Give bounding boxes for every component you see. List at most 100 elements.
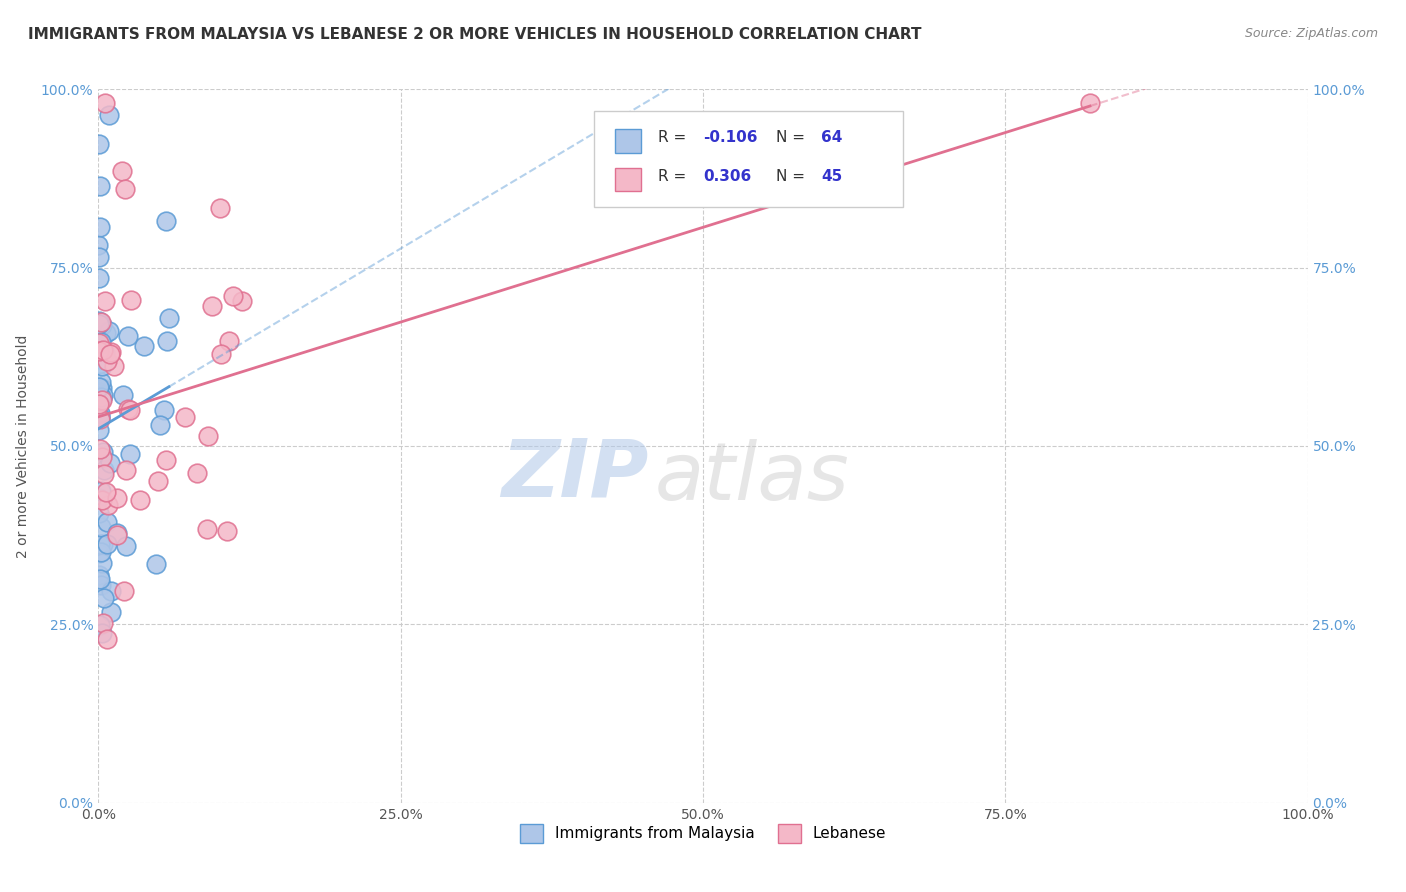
Point — [117, 329, 139, 343]
Point — [94, 326, 117, 340]
Point — [111, 388, 134, 402]
FancyBboxPatch shape — [595, 111, 903, 207]
Point — [146, 474, 169, 488]
Text: IMMIGRANTS FROM MALAYSIA VS LEBANESE 2 OR MORE VEHICLES IN HOUSEHOLD CORRELATION: IMMIGRANTS FROM MALAYSIA VS LEBANESE 2 O… — [28, 27, 921, 42]
Point — [91, 388, 114, 402]
Point — [87, 568, 110, 582]
Point — [87, 335, 110, 350]
Point — [94, 346, 117, 360]
Point — [120, 446, 142, 460]
Point — [87, 384, 110, 399]
Point — [231, 293, 253, 308]
Point — [145, 557, 167, 571]
Point — [89, 219, 111, 234]
Point — [87, 237, 110, 252]
Point — [93, 462, 115, 476]
Point — [90, 493, 112, 508]
Point — [155, 453, 177, 467]
Point — [222, 289, 245, 303]
Point — [91, 359, 114, 374]
Y-axis label: 2 or more Vehicles in Household: 2 or more Vehicles in Household — [15, 334, 30, 558]
Point — [89, 314, 111, 328]
Point — [89, 442, 111, 456]
Point — [112, 584, 135, 599]
Point — [89, 618, 111, 632]
Point — [94, 96, 117, 111]
Point — [111, 164, 134, 178]
Point — [90, 318, 112, 333]
Point — [115, 539, 138, 553]
Point — [218, 334, 240, 349]
Text: 0.306: 0.306 — [703, 169, 751, 185]
Point — [87, 380, 110, 394]
Point — [155, 214, 177, 228]
Point — [96, 485, 118, 500]
Point — [93, 467, 115, 481]
Point — [91, 537, 114, 551]
Point — [1078, 96, 1101, 111]
Point — [114, 463, 136, 477]
Point — [153, 403, 176, 417]
Text: N =: N = — [776, 130, 810, 145]
Point — [87, 394, 110, 409]
Point — [89, 491, 111, 505]
Point — [89, 178, 111, 193]
Text: ZIP: ZIP — [501, 435, 648, 514]
Text: N =: N = — [776, 169, 810, 185]
Text: 64: 64 — [821, 130, 842, 145]
Text: R =: R = — [658, 169, 692, 185]
Point — [89, 409, 111, 424]
FancyBboxPatch shape — [614, 129, 641, 153]
Point — [128, 492, 150, 507]
Point — [87, 250, 110, 264]
Point — [156, 334, 179, 349]
Point — [90, 557, 112, 571]
Point — [89, 351, 111, 366]
Point — [89, 375, 111, 389]
Point — [114, 182, 136, 196]
Point — [96, 537, 118, 551]
Point — [209, 201, 232, 215]
Point — [87, 380, 110, 394]
Point — [89, 572, 111, 586]
Point — [98, 457, 121, 471]
Point — [89, 397, 111, 411]
Point — [90, 390, 112, 404]
Point — [195, 522, 218, 536]
Point — [91, 616, 114, 631]
Point — [105, 491, 128, 506]
Text: -0.106: -0.106 — [703, 130, 758, 145]
Point — [87, 506, 110, 520]
Point — [217, 524, 239, 538]
Point — [96, 515, 118, 529]
Point — [90, 545, 112, 559]
Point — [90, 391, 112, 405]
Point — [87, 271, 110, 285]
Point — [157, 310, 180, 325]
Point — [90, 577, 112, 591]
Point — [87, 423, 110, 437]
Point — [90, 335, 112, 350]
Point — [117, 401, 139, 416]
Point — [87, 343, 110, 358]
Point — [120, 293, 142, 308]
Point — [100, 606, 122, 620]
Point — [120, 403, 142, 417]
Point — [98, 347, 121, 361]
Point — [96, 354, 118, 368]
Point — [201, 299, 224, 313]
Point — [91, 445, 114, 459]
Point — [91, 393, 114, 408]
Point — [100, 584, 122, 599]
Point — [91, 343, 114, 358]
Point — [134, 339, 156, 353]
Point — [87, 358, 110, 372]
Point — [94, 294, 117, 309]
Point — [89, 315, 111, 329]
Point — [103, 359, 125, 373]
Point — [97, 498, 120, 512]
Point — [89, 545, 111, 559]
Legend: Immigrants from Malaysia, Lebanese: Immigrants from Malaysia, Lebanese — [513, 818, 893, 848]
Point — [148, 418, 170, 433]
Text: 45: 45 — [821, 169, 842, 185]
